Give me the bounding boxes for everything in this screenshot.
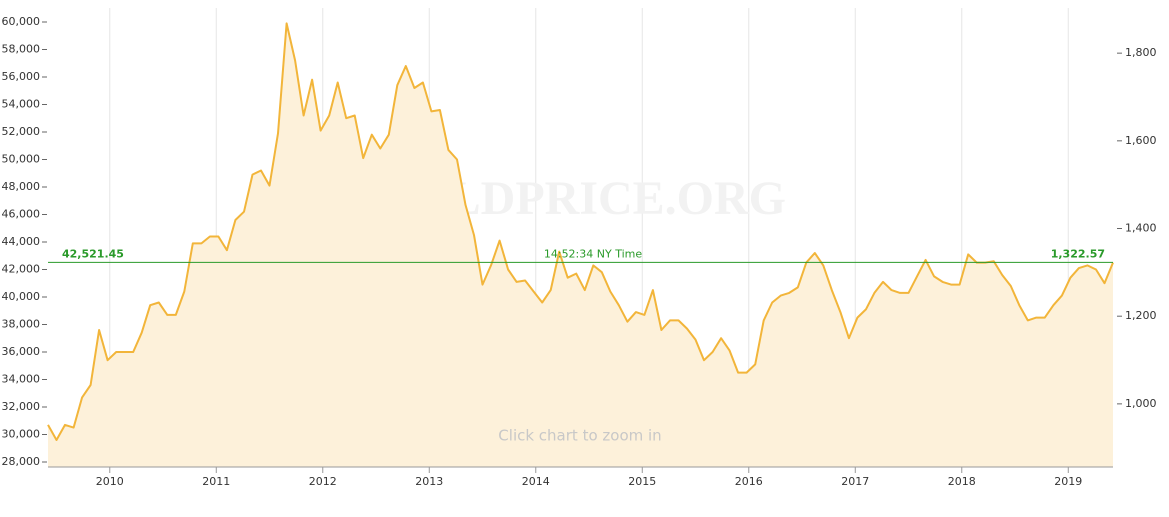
y-tick-label: 60,000 (2, 15, 41, 28)
reference-label: 42,521.45 (62, 247, 124, 260)
y-tick-label: 44,000 (2, 235, 41, 248)
reference-time: 14:52:34 NY Time (544, 247, 642, 260)
reference-y2-label: 1,322.57 (1051, 247, 1105, 260)
y2-tick-label: 1,200 (1125, 309, 1157, 322)
y-tick-label: 28,000 (2, 455, 41, 468)
y-tick-label: 42,000 (2, 262, 41, 275)
y-tick-label: 54,000 (2, 97, 41, 110)
y-tick-label: 52,000 (2, 125, 41, 138)
y-tick-label: 56,000 (2, 70, 41, 83)
y2-tick-label: 1,000 (1125, 397, 1157, 410)
x-tick-label: 2013 (415, 475, 443, 488)
y-tick-label: 48,000 (2, 180, 41, 193)
y-tick-label: 30,000 (2, 427, 41, 440)
x-tick-label: 2014 (522, 475, 550, 488)
zoom-hint: Click chart to zoom in (498, 427, 661, 445)
x-tick-label: 2018 (948, 475, 976, 488)
x-tick-label: 2017 (841, 475, 869, 488)
area (48, 23, 1113, 468)
x-tick-label: 2016 (735, 475, 763, 488)
x-tick-label: 2015 (628, 475, 656, 488)
x-tick-label: 2019 (1054, 475, 1082, 488)
x-tick-label: 2011 (202, 475, 230, 488)
y-tick-label: 50,000 (2, 152, 41, 165)
y2-tick-label: 1,800 (1125, 46, 1157, 59)
y-tick-label: 58,000 (2, 42, 41, 55)
y-tick-label: 32,000 (2, 400, 41, 413)
y-tick-label: 36,000 (2, 345, 41, 358)
y-tick-label: 46,000 (2, 207, 41, 220)
y2-tick-label: 1,600 (1125, 134, 1157, 147)
y2-tick-label: 1,400 (1125, 222, 1157, 235)
line (47, 22, 1114, 441)
x-tick-label: 2010 (96, 475, 124, 488)
y-tick-label: 40,000 (2, 290, 41, 303)
y-tick-label: 34,000 (2, 372, 41, 385)
y-tick-label: 38,000 (2, 317, 41, 330)
x-tick-label: 2012 (309, 475, 337, 488)
